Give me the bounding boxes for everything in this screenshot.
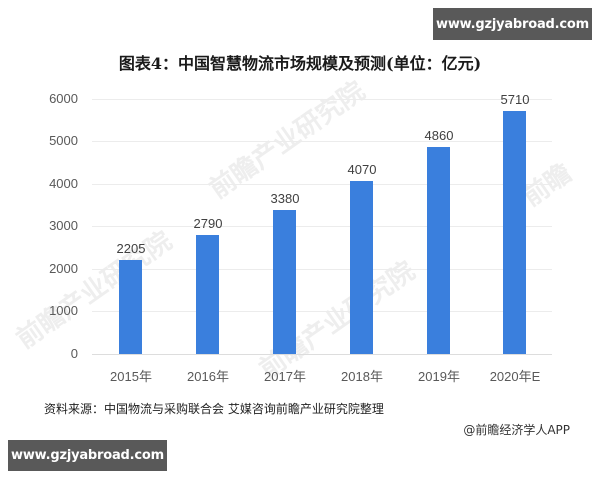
x-axis-line bbox=[92, 354, 552, 355]
y-tick-label: 6000 bbox=[49, 91, 78, 106]
x-tick-label: 2019年 bbox=[418, 369, 460, 384]
y-tick-label: 4000 bbox=[49, 176, 78, 191]
gridline bbox=[92, 311, 552, 312]
credit-note: @前瞻经济学人APP bbox=[463, 423, 570, 437]
bar-value-label: 3380 bbox=[270, 191, 300, 206]
bar-value-label: 5710 bbox=[500, 92, 530, 107]
gridline bbox=[92, 226, 552, 227]
chart-title: 图表4：中国智慧物流市场规模及预测(单位：亿元) bbox=[118, 54, 482, 73]
y-tick-label: 2000 bbox=[49, 261, 78, 276]
bar-value-label: 2205 bbox=[116, 241, 146, 256]
bar-2020e bbox=[503, 111, 526, 354]
y-tick-label: 5000 bbox=[49, 133, 78, 148]
bar-value-label: 4860 bbox=[424, 128, 454, 143]
y-tick-label: 0 bbox=[70, 346, 78, 361]
y-tick-label: 3000 bbox=[49, 218, 78, 233]
bar-2018 bbox=[350, 181, 373, 354]
website-watermark-badge-bottom: www.gzjyabroad.com bbox=[8, 440, 167, 471]
x-tick-label: 2016年 bbox=[187, 369, 229, 384]
gridline bbox=[92, 99, 552, 100]
x-tick-label: 2020年E bbox=[489, 369, 541, 384]
bar-2015 bbox=[119, 260, 142, 354]
x-tick-label: 2015年 bbox=[110, 369, 152, 384]
gridline bbox=[92, 141, 552, 142]
x-tick-label: 2017年 bbox=[264, 369, 306, 384]
website-watermark-badge-top: www.gzjyabroad.com bbox=[433, 8, 592, 40]
bar-2017 bbox=[273, 210, 296, 354]
bar-2016 bbox=[196, 235, 219, 354]
bar-value-label: 2790 bbox=[193, 216, 223, 231]
source-note: 资料来源：中国物流与采购联合会 艾媒咨询前瞻产业研究院整理 bbox=[44, 402, 384, 416]
watermark-text: 前瞻产业研究院 bbox=[204, 76, 371, 206]
gridline bbox=[92, 184, 552, 185]
x-tick-label: 2018年 bbox=[341, 369, 383, 384]
bar-value-label: 4070 bbox=[347, 162, 377, 177]
gridline bbox=[92, 269, 552, 270]
bar-2019 bbox=[427, 147, 450, 354]
y-tick-label: 1000 bbox=[49, 303, 78, 318]
